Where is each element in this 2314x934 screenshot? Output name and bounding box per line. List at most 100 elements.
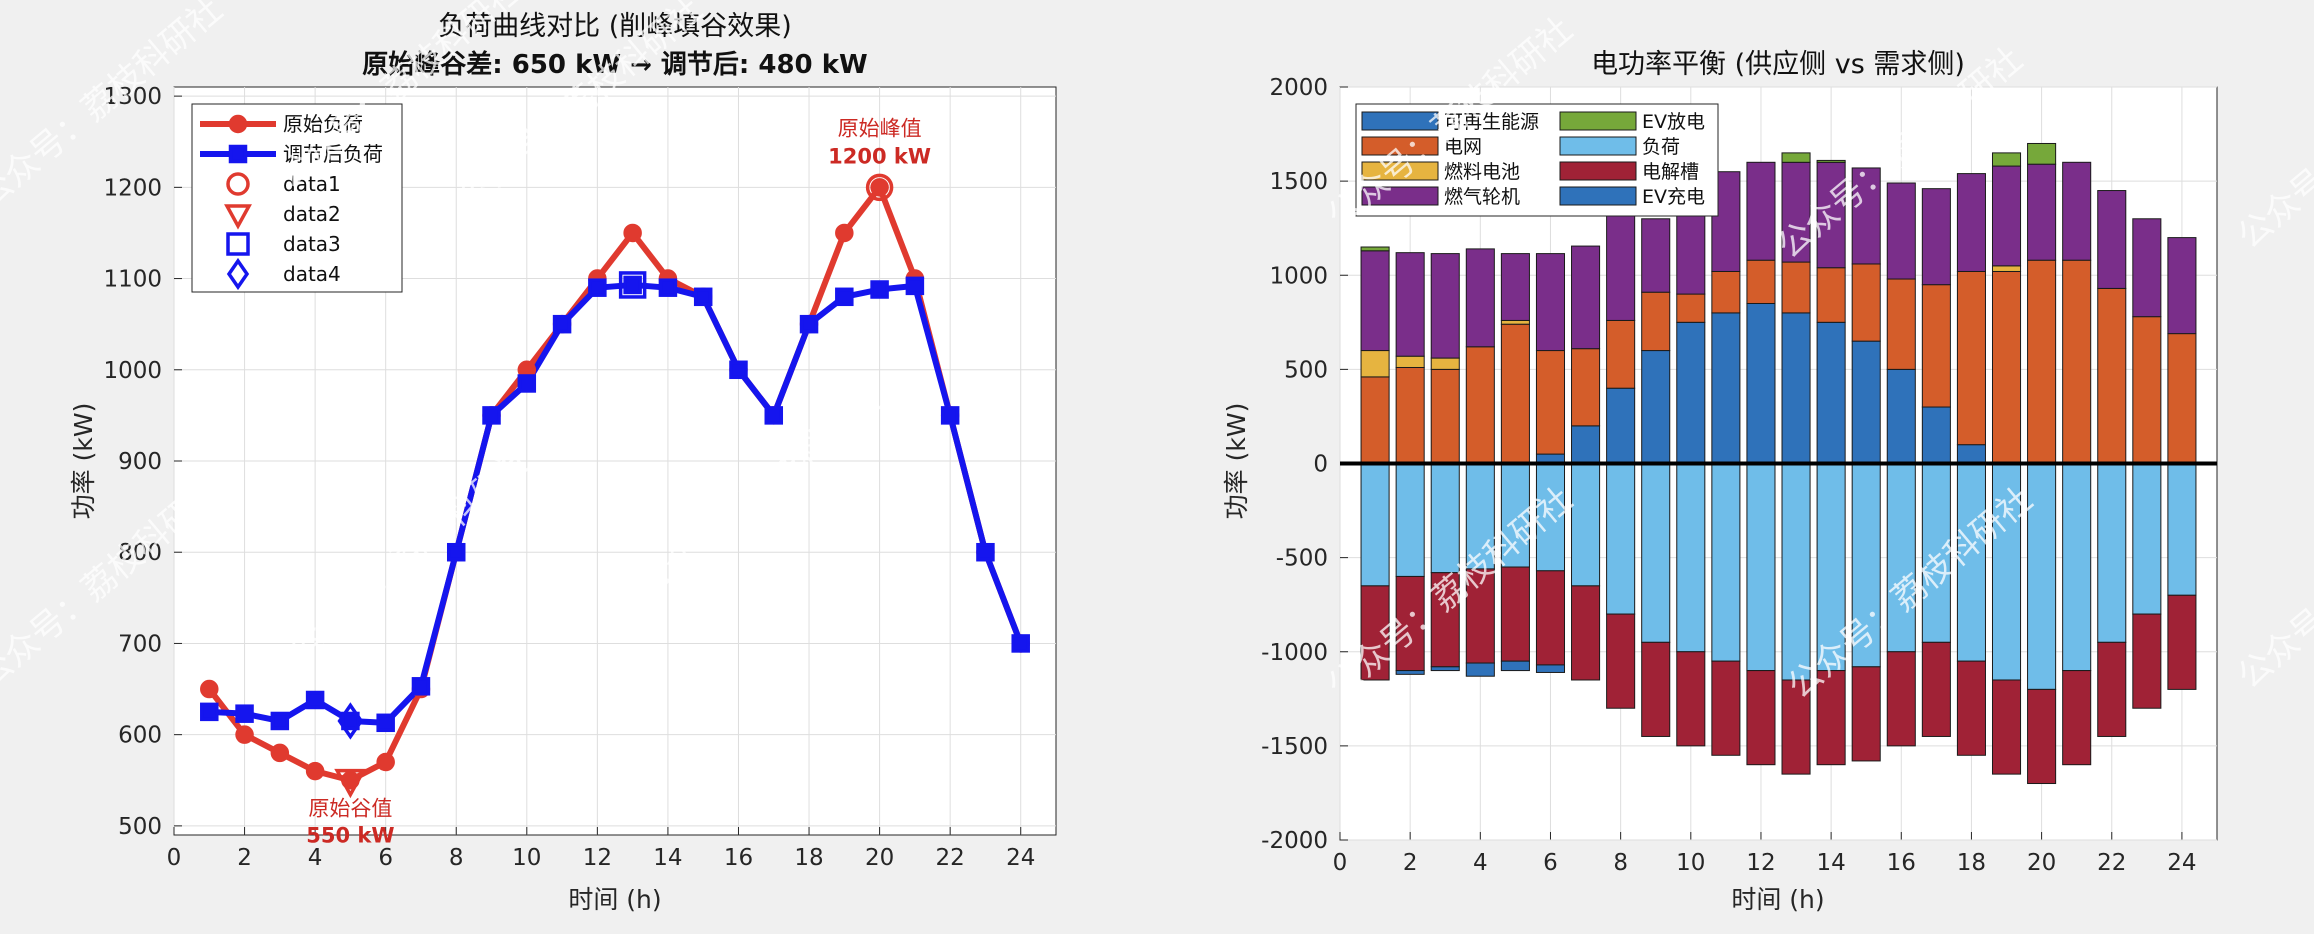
right-ytick-label: -500 [1276, 546, 1328, 572]
bar-segment-supply-2 [1500, 319, 1530, 325]
bar-segment-supply-3 [1535, 253, 1566, 352]
bar-segment-supply-2 [1395, 355, 1425, 368]
annotation-label: 原始谷值 [308, 796, 392, 820]
bar-segment-supply-1 [1711, 270, 1741, 314]
left-ytick-label: 900 [118, 449, 162, 475]
data-point-adjusted [482, 406, 501, 425]
bar-segment-demand-1 [1816, 670, 1846, 766]
right-ytick-label: 2000 [1269, 75, 1328, 101]
left-xtick-label: 6 [378, 845, 393, 871]
bar-segment-supply-3 [2132, 218, 2162, 318]
bar-segment-supply-4 [1816, 159, 1846, 163]
bar-segment-demand-0 [1781, 463, 1811, 681]
left-xtick-label: 16 [724, 845, 753, 871]
bar-segment-demand-0 [1606, 463, 1636, 615]
bar-segment-supply-1 [1816, 267, 1846, 323]
annotation-label: 原始峰值 [838, 116, 922, 140]
data-point-original [200, 679, 219, 699]
data-point-adjusted [200, 702, 219, 722]
legend-marker [226, 172, 250, 196]
legend-entry-label: 原始负荷 [283, 112, 363, 136]
left-ytick-label: 1300 [103, 84, 162, 110]
right-xtick-label: 6 [1543, 850, 1558, 876]
bar-segment-demand-1 [1606, 613, 1636, 709]
left-series-markers [200, 178, 1030, 790]
right-xlabel: 时间 (h) [1731, 885, 1824, 914]
bar-segment-demand-0 [1360, 463, 1390, 587]
right-xtick-label: 16 [1887, 850, 1916, 876]
data-point-adjusted [905, 276, 925, 296]
right-xtick-label: 22 [2097, 850, 2126, 876]
bar-segment-demand-1 [1746, 670, 1776, 766]
bar-segment-supply-0 [1571, 425, 1601, 465]
bar-segment-supply-1 [2132, 316, 2162, 465]
bar-segment-supply-0 [1676, 321, 1706, 464]
bar-segment-supply-1 [1395, 366, 1425, 464]
bar-segment-demand-1 [1851, 666, 1881, 762]
bar-segment-demand-1 [2062, 670, 2092, 766]
bar-segment-demand-1 [1956, 660, 1986, 756]
bar-segment-demand-1 [1886, 651, 1916, 747]
bar-segment-demand-1 [1395, 575, 1425, 672]
data-point-adjusted [411, 677, 431, 696]
bar-segment-supply-4 [1991, 152, 2022, 167]
data-point-original [376, 752, 395, 772]
data-point-adjusted [623, 275, 642, 295]
legend-swatch [1559, 161, 1637, 181]
right-xtick-label: 8 [1613, 850, 1628, 876]
left-xlabel: 时间 (h) [568, 885, 661, 914]
bar-segment-demand-1 [1781, 679, 1811, 775]
right-ytick-label: 1500 [1269, 169, 1328, 195]
annotation-value: 550 kW [306, 823, 394, 847]
bar-segment-demand-0 [1711, 463, 1741, 662]
legend-entry-label: EV放电 [1642, 111, 1705, 133]
bar-segment-demand-1 [1535, 570, 1566, 666]
legend-entry-label: data3 [283, 232, 341, 256]
bar-segment-supply-0 [1781, 312, 1811, 464]
bar-segment-supply-3 [1571, 245, 1601, 350]
bar-segment-supply-3 [2062, 161, 2092, 261]
right-xtick-label: 12 [1746, 850, 1775, 876]
bar-segment-demand-0 [2167, 463, 2197, 596]
data-point-adjusted [870, 280, 889, 299]
bar-segment-supply-1 [1956, 270, 1986, 446]
left-ytick-label: 700 [118, 631, 162, 657]
bar-segment-demand-0 [1430, 463, 1460, 574]
bar-segment-supply-1 [1676, 293, 1706, 323]
data-point-adjusted [235, 704, 254, 723]
left-title: 负荷曲线对比 (削峰填谷效果) [438, 11, 792, 42]
left-ytick-label: 800 [118, 540, 162, 566]
highlight-marker [865, 173, 894, 202]
bar-segment-supply-0 [1921, 406, 1951, 464]
bar-segment-supply-1 [1921, 284, 1951, 408]
bar-segment-demand-1 [1711, 660, 1741, 756]
right-ylabel: 功率 (kW) [1222, 403, 1251, 520]
left-xtick-label: 0 [167, 845, 182, 871]
data-point-original [835, 223, 854, 243]
bar-segment-supply-1 [2027, 259, 2057, 464]
right-xtick-label: 20 [2027, 850, 2056, 876]
right-xtick-label: 10 [1676, 850, 1705, 876]
bar-segment-supply-3 [2167, 237, 2197, 335]
legend-swatch [1361, 111, 1439, 131]
left-tick-labels: 0 2 4 6 8 10 12 14 16 18 20 22 245006007008009001000… [103, 84, 1035, 871]
bar-segment-demand-1 [1571, 585, 1601, 681]
bar-segment-supply-3 [2027, 163, 2057, 261]
right-xtick-label: 24 [2167, 850, 2196, 876]
right-xtick-label: 14 [1816, 850, 1845, 876]
legend-marker [228, 144, 248, 164]
bar-segment-demand-0 [1465, 463, 1495, 570]
data-point-original [235, 725, 254, 744]
right-ytick-label: -1500 [1261, 734, 1328, 760]
bar-segment-supply-2 [1991, 265, 2022, 272]
legend-entry-label: 可再生能源 [1444, 111, 1539, 133]
legend-marker [226, 257, 250, 291]
data-point-adjusted [552, 314, 572, 334]
bar-segment-supply-1 [1746, 259, 1776, 304]
data-point-adjusted [940, 406, 960, 425]
bar-segment-demand-1 [1430, 572, 1460, 668]
bar-segment-supply-1 [1465, 346, 1495, 464]
bar-segment-supply-1 [1781, 261, 1811, 314]
